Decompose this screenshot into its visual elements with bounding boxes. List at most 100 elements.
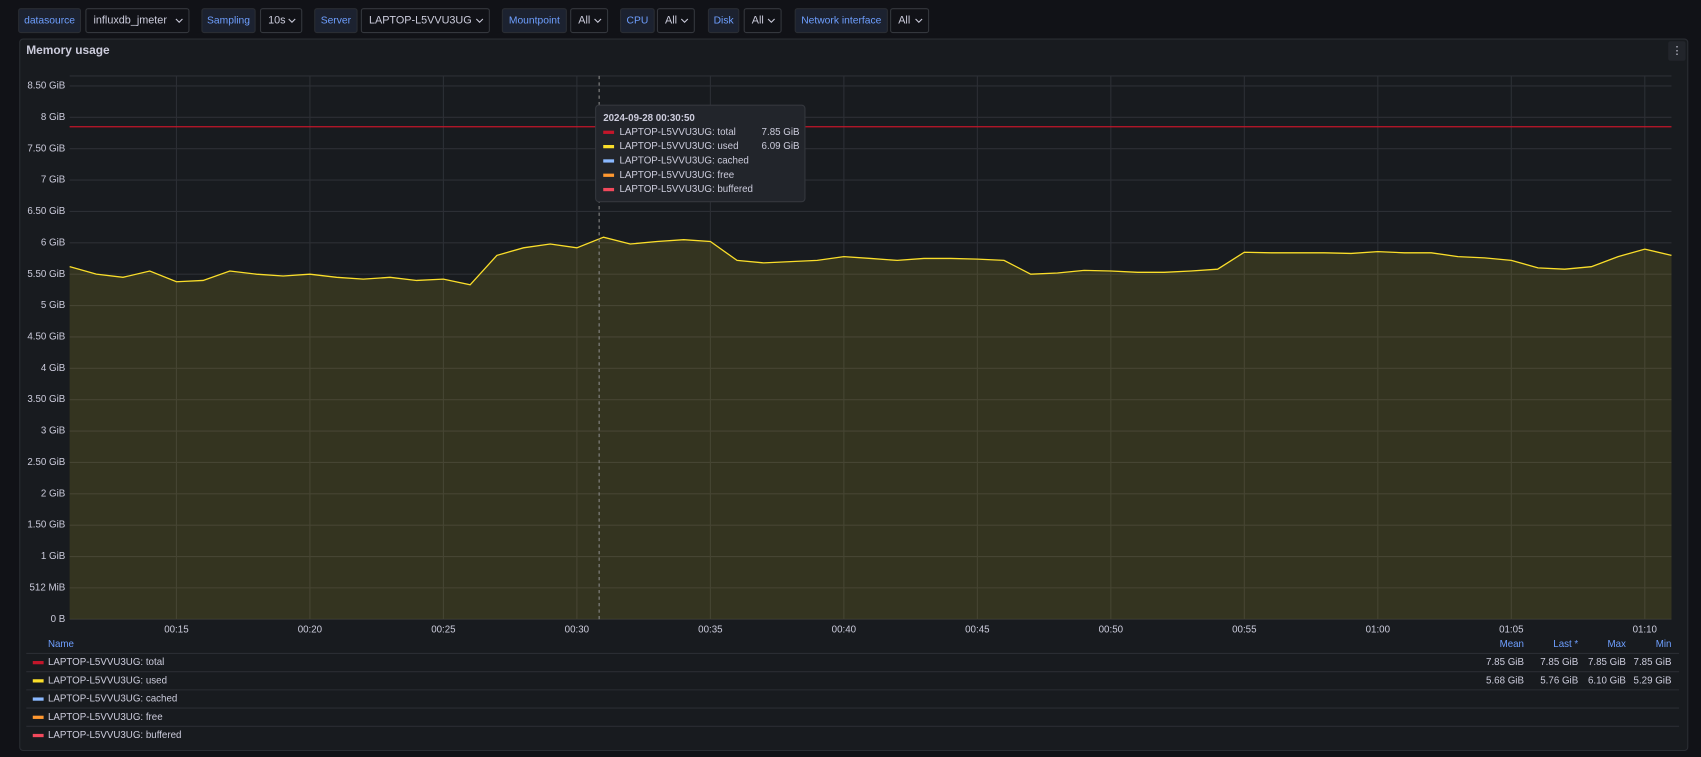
variable-label: Mountpoint [509,15,560,26]
area-fill [69,237,1672,620]
dropdown-caret [767,18,775,23]
tooltip-swatch [603,130,615,134]
variable-value: 10s [268,14,286,26]
legend-value: 6.10 GiB [1588,675,1626,686]
x-tick-label: 00:50 [1099,625,1124,636]
variable-label-box [794,8,888,34]
variable-label-box [314,8,358,34]
y-tick-label: 4.50 GiB [27,332,65,343]
y-tick-label: 1 GiB [41,551,65,562]
legend-name[interactable]: LAPTOP-L5VVU3UG: used [48,675,167,686]
tooltip-value: 6.09 GiB [762,141,800,152]
legend-value: 7.85 GiB [1588,657,1626,668]
variable-label-box [201,8,256,34]
dropdown-caret [915,18,923,23]
y-tick-label: 7 GiB [41,175,65,186]
legend-header: Name [48,639,74,650]
dropdown-caret [680,18,689,23]
panel-menu-icon: ⋮ [1671,45,1682,57]
variable-label-box [501,8,567,34]
legend-swatch [32,715,44,719]
y-tick-label: 512 MiB [30,582,66,593]
y-tick-label: 7.50 GiB [27,143,65,154]
variable-dropdown[interactable] [85,8,190,34]
variable-dropdown[interactable] [570,8,609,34]
variable-dropdown[interactable] [743,8,782,34]
variable-label-box [707,8,740,34]
y-tick-label: 5.50 GiB [27,269,65,280]
legend-name[interactable]: LAPTOP-L5VVU3UG: buffered [48,730,182,741]
tooltip-series-name: LAPTOP-L5VVU3UG: cached [619,156,748,167]
legend-value: 5.68 GiB [1486,675,1524,686]
variable-value: All [752,14,764,26]
series-line [69,236,1672,286]
tooltip [595,104,806,203]
legend-value: 5.76 GiB [1540,675,1578,686]
variable-label: Server [321,15,352,26]
y-tick-label: 5 GiB [41,300,65,311]
legend-header[interactable]: Min [1656,639,1672,650]
variable-label: Sampling [207,15,250,26]
panel [19,38,1689,752]
tooltip-series-name: LAPTOP-L5VVU3UG: total [619,127,735,138]
variable-value: All [898,14,910,26]
legend-name[interactable]: LAPTOP-L5VVU3UG: free [48,712,163,723]
variable-value: LAPTOP-L5VVU3UG [369,14,472,26]
variable-label: Disk [714,15,735,26]
dropdown-caret [594,18,602,23]
x-tick-label: 00:35 [698,625,723,636]
x-tick-label: 00:20 [298,625,323,636]
y-tick-label: 6 GiB [41,237,65,248]
tooltip-series-name: LAPTOP-L5VVU3UG: buffered [619,184,753,195]
panel-menu[interactable] [1668,41,1686,61]
variable-value: influxdb_jmeter [93,14,167,26]
y-tick-label: 0 B [51,614,66,625]
variable-label-box [18,8,82,34]
tooltip-value: 7.85 GiB [762,127,800,138]
dropdown-caret [288,18,296,23]
tooltip-swatch [603,145,615,149]
variable-value: All [578,14,590,26]
variable-label: datasource [24,15,75,26]
legend-value: 7.85 GiB [1486,657,1524,668]
legend-header[interactable]: Mean [1500,639,1524,650]
variable-dropdown[interactable] [360,8,490,34]
y-tick-label: 6.50 GiB [27,206,65,217]
legend-header[interactable]: Last * [1553,639,1578,650]
variable-dropdown[interactable] [259,8,303,34]
variable-dropdown[interactable] [890,8,930,34]
dropdown-caret [175,18,183,23]
legend-value: 7.85 GiB [1634,657,1672,668]
legend-swatch [32,733,44,738]
tooltip-swatch [603,159,615,163]
legend-name[interactable]: LAPTOP-L5VVU3UG: total [48,657,164,668]
legend-header[interactable]: Max [1608,639,1627,650]
x-tick-label: 00:30 [565,625,590,636]
y-tick-label: 2.50 GiB [27,457,65,468]
y-tick-label: 8.50 GiB [27,81,65,92]
y-tick-label: 2 GiB [41,488,65,499]
x-tick-label: 01:05 [1499,625,1524,636]
x-tick-label: 00:55 [1232,625,1257,636]
variable-value: All [665,14,677,26]
legend-swatch [32,697,44,701]
x-tick-label: 01:00 [1366,625,1391,636]
legend-swatch [32,661,44,665]
x-tick-label: 00:25 [431,625,456,636]
panel-title: Memory usage [26,43,110,57]
tooltip-series-name: LAPTOP-L5VVU3UG: free [619,170,734,181]
variable-label-box [620,8,655,34]
variable-label: Network interface [801,15,881,26]
y-tick-label: 4 GiB [41,363,65,374]
legend-value: 5.29 GiB [1634,675,1672,686]
dropdown-caret [475,18,484,23]
variable-dropdown[interactable] [656,8,695,34]
x-tick-label: 01:10 [1633,625,1658,636]
x-tick-label: 00:45 [965,625,990,636]
legend-value: 7.85 GiB [1540,657,1578,668]
tooltip-swatch [603,187,615,192]
legend-name[interactable]: LAPTOP-L5VVU3UG: cached [48,694,177,705]
tooltip-series-name: LAPTOP-L5VVU3UG: used [619,141,738,152]
y-tick-label: 1.50 GiB [27,520,65,531]
